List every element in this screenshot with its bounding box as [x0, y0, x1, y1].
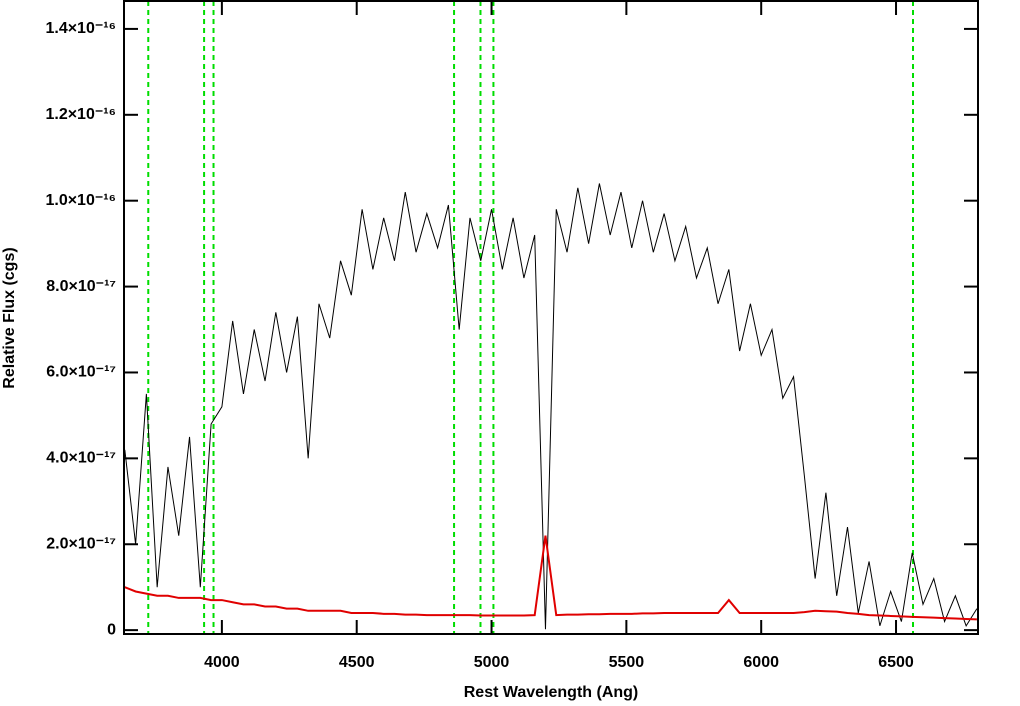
y-tick-label: 1.0×10⁻¹⁶: [45, 192, 116, 209]
x-tick-label: 4000: [204, 654, 240, 671]
x-tick-label: 6500: [878, 654, 914, 671]
plot-frame: [123, 0, 979, 635]
y-tick-label: 6.0×10⁻¹⁷: [46, 364, 116, 381]
x-tick-label: 5000: [474, 654, 510, 671]
spectrum-line: [124, 183, 978, 630]
y-tick-label: 1.2×10⁻¹⁶: [45, 106, 116, 123]
x-tick-label: 5500: [609, 654, 645, 671]
y-tick-label: 0: [107, 621, 116, 638]
y-axis-label: Relative Flux (cgs): [1, 247, 18, 388]
y-tick-label: 2.0×10⁻¹⁷: [46, 535, 116, 552]
y-tick-label: 4.0×10⁻¹⁷: [46, 450, 116, 467]
x-axis-label: Rest Wavelength (Ang): [464, 684, 639, 701]
y-tick-label: 1.4×10⁻¹⁶: [45, 20, 116, 37]
x-tick-label: 4500: [339, 654, 375, 671]
x-tick-label: 6000: [743, 654, 779, 671]
spectrum-line: [124, 535, 977, 621]
y-tick-label: 8.0×10⁻¹⁷: [46, 278, 116, 295]
